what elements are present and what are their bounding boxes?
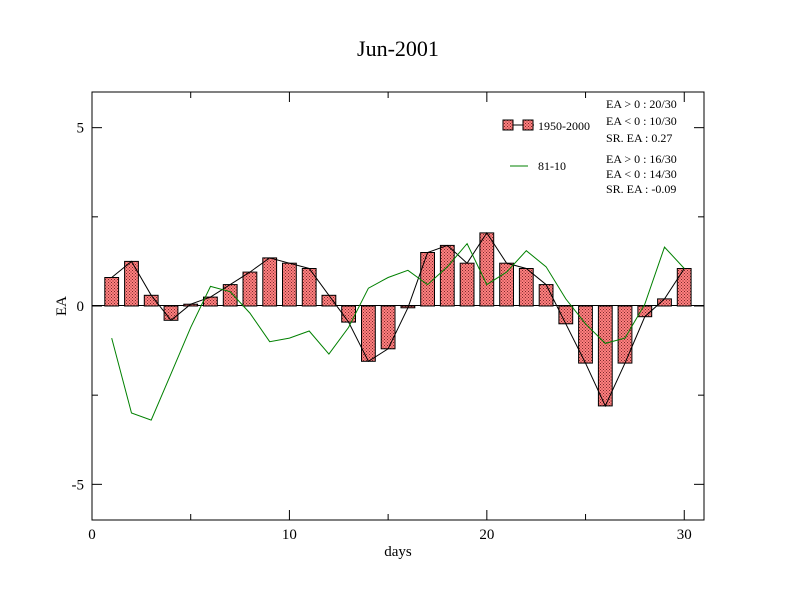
- bar-day-1: [104, 277, 120, 307]
- stat-bar-sr: SR. EA : 0.27: [606, 131, 672, 145]
- bar-day-18: [439, 244, 455, 307]
- x-tick-label-20: 20: [479, 527, 494, 543]
- bar-day-29: [657, 298, 672, 307]
- bar-day-15: [380, 305, 396, 350]
- bar-day-20: [479, 232, 495, 307]
- chart-title: Jun-2001: [357, 36, 439, 61]
- legend-label-81-10: 81-10: [538, 159, 566, 173]
- bar-day-2: [124, 260, 139, 307]
- bar-day-22: [518, 268, 534, 307]
- y-axis-label: EA: [54, 296, 70, 316]
- legend: 1950-2000 81-10 EA > 0 : 20/30 EA < 0 : …: [502, 97, 677, 196]
- bar-day-11: [301, 268, 317, 307]
- bar-day-21: [499, 262, 515, 307]
- bar-day-28: [637, 305, 653, 318]
- bar-day-14: [361, 305, 376, 362]
- x-tick-label-10: 10: [282, 527, 297, 543]
- y-tick-label--5: -5: [72, 477, 85, 493]
- stat-bar-positive: EA > 0 : 20/30: [606, 97, 677, 111]
- bar-series-line: [111, 231, 685, 408]
- bar-day-17: [420, 252, 436, 307]
- stat-line-negative: EA < 0 : 14/30: [606, 167, 677, 181]
- bar-day-12: [321, 294, 337, 307]
- bar-day-9: [262, 257, 278, 307]
- legend-bar-swatch-right: [522, 119, 534, 131]
- x-axis-label: days: [384, 544, 412, 560]
- bar-day-26: [597, 305, 613, 407]
- line-series-81-10: [111, 242, 685, 421]
- bar-day-13: [341, 305, 357, 323]
- axis-ticks: 0 10 20 30 -5 0 5: [72, 92, 704, 543]
- x-tick-label-0: 0: [88, 527, 96, 543]
- bar-day-19: [459, 262, 475, 307]
- bar-day-4: [163, 305, 179, 321]
- bar-day-8: [242, 271, 258, 307]
- bar-day-10: [282, 262, 297, 307]
- bar-day-27: [617, 305, 633, 364]
- bar-day-30: [676, 268, 692, 307]
- stat-line-sr: SR. EA : -0.09: [606, 182, 676, 196]
- legend-bar-swatch-left: [502, 119, 514, 131]
- x-tick-label-30: 30: [677, 527, 692, 543]
- legend-label-1950-2000: 1950-2000: [538, 119, 590, 133]
- stat-bar-negative: EA < 0 : 10/30: [606, 114, 677, 128]
- y-tick-label-0: 0: [77, 299, 85, 315]
- stat-line-positive: EA > 0 : 16/30: [606, 152, 677, 166]
- y-tick-label-5: 5: [77, 121, 85, 137]
- bar-series: [104, 232, 692, 407]
- plot-area: 0 10 20 30 -5 0 5: [72, 91, 705, 543]
